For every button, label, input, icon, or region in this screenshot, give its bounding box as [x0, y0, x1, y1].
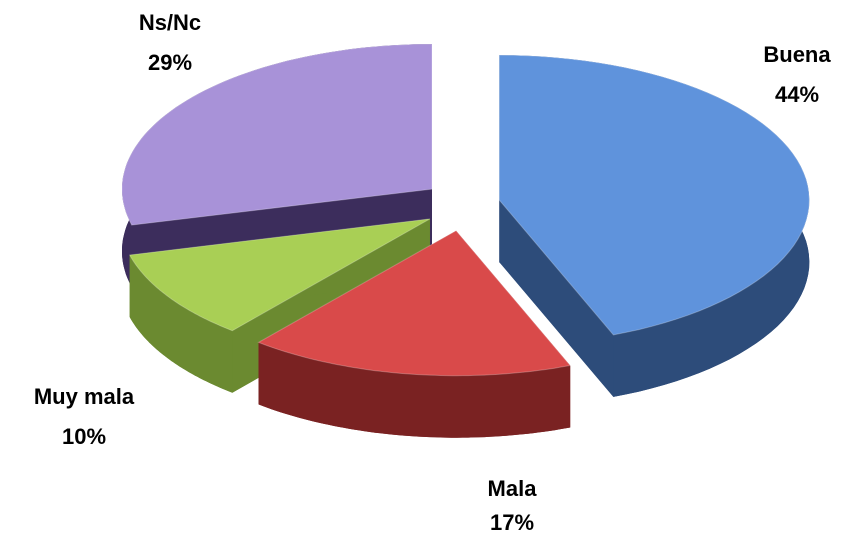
slice-label: Muy mala — [34, 384, 135, 409]
slice-value-label: 17% — [490, 510, 534, 535]
slice-value-label: 10% — [62, 424, 106, 449]
slice-wall — [129, 255, 233, 393]
slice-label: Ns/Nc — [139, 10, 201, 35]
slice-value-label: 29% — [148, 50, 192, 75]
slice-label: Buena — [763, 42, 831, 67]
slice — [128, 218, 431, 332]
slice — [498, 54, 810, 336]
slice-value-label: 44% — [775, 82, 819, 107]
slice-label: Mala — [488, 476, 538, 501]
slice — [121, 43, 433, 226]
slice — [257, 230, 572, 377]
slice-wall — [258, 342, 571, 438]
slice-cut — [499, 200, 614, 397]
